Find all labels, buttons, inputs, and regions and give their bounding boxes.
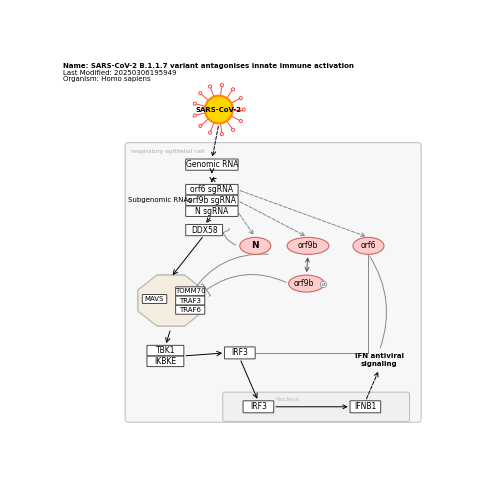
FancyBboxPatch shape: [186, 206, 238, 216]
Ellipse shape: [288, 275, 324, 292]
Text: MAVS: MAVS: [145, 296, 164, 302]
Circle shape: [193, 114, 196, 117]
Text: Genomic RNA: Genomic RNA: [186, 160, 238, 169]
Text: respiratory epithelial cell: respiratory epithelial cell: [132, 149, 205, 154]
Circle shape: [193, 102, 196, 105]
Text: ø: ø: [322, 282, 325, 287]
Circle shape: [199, 124, 202, 127]
Text: TRAF6: TRAF6: [179, 307, 201, 313]
Text: TOMM70: TOMM70: [175, 288, 205, 294]
FancyBboxPatch shape: [223, 392, 409, 422]
FancyBboxPatch shape: [176, 287, 205, 296]
Text: IFNB1: IFNB1: [354, 402, 376, 411]
Text: Subgenomic RNAs: Subgenomic RNAs: [128, 197, 192, 203]
FancyBboxPatch shape: [350, 401, 381, 413]
Circle shape: [199, 92, 202, 95]
Text: orf6 sgRNA: orf6 sgRNA: [191, 185, 233, 194]
Text: orf9b: orf9b: [294, 279, 314, 288]
FancyBboxPatch shape: [243, 401, 274, 413]
Ellipse shape: [353, 238, 384, 254]
Text: orf6: orf6: [360, 242, 376, 250]
Text: Last Modified: 20250306195949: Last Modified: 20250306195949: [63, 69, 177, 75]
FancyBboxPatch shape: [142, 295, 167, 304]
Circle shape: [220, 83, 223, 87]
Text: IRF3: IRF3: [231, 348, 248, 358]
Text: Name: SARS-CoV-2 B.1.1.7 variant antagonises innate immune activation: Name: SARS-CoV-2 B.1.1.7 variant antagon…: [63, 63, 354, 69]
FancyBboxPatch shape: [147, 345, 184, 356]
Circle shape: [231, 88, 235, 91]
Ellipse shape: [240, 238, 271, 254]
FancyBboxPatch shape: [186, 159, 238, 170]
Text: orf9b sgRNA: orf9b sgRNA: [188, 196, 236, 205]
FancyBboxPatch shape: [186, 185, 238, 195]
Text: IKBKE: IKBKE: [155, 357, 177, 366]
Circle shape: [321, 281, 326, 288]
Polygon shape: [138, 275, 204, 326]
Circle shape: [205, 96, 233, 124]
Circle shape: [231, 128, 235, 131]
Text: orf9b: orf9b: [298, 242, 318, 250]
FancyBboxPatch shape: [176, 296, 205, 305]
Text: DDX58: DDX58: [191, 226, 217, 235]
Circle shape: [240, 97, 242, 100]
FancyBboxPatch shape: [186, 225, 223, 236]
FancyBboxPatch shape: [176, 306, 205, 314]
Text: SARS-CoV-2: SARS-CoV-2: [196, 107, 242, 113]
FancyBboxPatch shape: [147, 356, 184, 367]
FancyBboxPatch shape: [186, 195, 238, 206]
FancyBboxPatch shape: [125, 143, 421, 422]
FancyBboxPatch shape: [225, 347, 255, 359]
Text: TRAF3: TRAF3: [179, 298, 201, 304]
Text: N sgRNA: N sgRNA: [195, 207, 228, 216]
Text: Nucleus: Nucleus: [276, 397, 299, 402]
Text: TBK1: TBK1: [156, 346, 175, 355]
Circle shape: [240, 120, 242, 123]
Text: IFN antiviral
signaling: IFN antiviral signaling: [355, 353, 404, 367]
Ellipse shape: [287, 238, 329, 254]
Circle shape: [242, 108, 245, 111]
Text: IRF3: IRF3: [250, 402, 267, 411]
Text: Organism: Homo sapiens: Organism: Homo sapiens: [63, 76, 151, 82]
Circle shape: [208, 131, 212, 134]
Circle shape: [208, 85, 212, 88]
Circle shape: [220, 132, 223, 135]
Text: N: N: [252, 242, 259, 250]
